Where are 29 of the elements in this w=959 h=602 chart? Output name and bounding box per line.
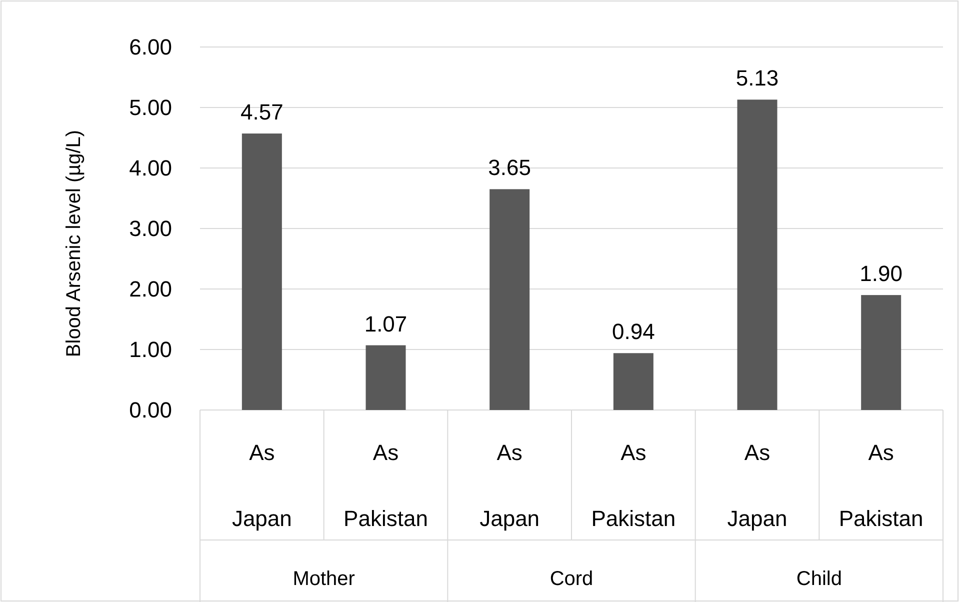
category-label: As Japan: [727, 440, 788, 531]
y-tick-label: 3.00: [129, 216, 172, 242]
text: Cord: [550, 568, 594, 590]
category-label: As Pakistan: [591, 440, 676, 531]
y-tick-label: 6.00: [129, 34, 172, 60]
data-label: 5.13: [736, 66, 779, 91]
data-label: 4.57: [240, 100, 284, 125]
category-label: As Japan: [232, 440, 292, 531]
y-tick-label: 5.00: [129, 95, 172, 120]
data-label: 3.65: [488, 155, 531, 180]
y-tick-label: 4.00: [129, 156, 172, 181]
data-label: 1.90: [860, 261, 902, 286]
bar: [861, 295, 902, 410]
y-tick-label: 2.00: [129, 276, 172, 302]
bar: [613, 353, 654, 410]
category-label: As Pakistan: [838, 440, 924, 531]
text: Child: [796, 568, 842, 590]
category-label: As Pakistan: [344, 440, 428, 531]
y-tick-label: 1.00: [129, 337, 172, 362]
bar: [242, 134, 282, 410]
bar: [737, 100, 778, 410]
bar: [490, 189, 530, 410]
y-axis-title: Blood Arsenic level (µg/L): [63, 130, 85, 358]
bar: [366, 345, 406, 410]
data-label: 1.07: [364, 311, 408, 336]
category-label: As Japan: [480, 440, 540, 531]
text: Mother: [292, 568, 356, 590]
data-label: 0.94: [612, 319, 655, 344]
y-tick-label: 0.00: [129, 398, 172, 423]
